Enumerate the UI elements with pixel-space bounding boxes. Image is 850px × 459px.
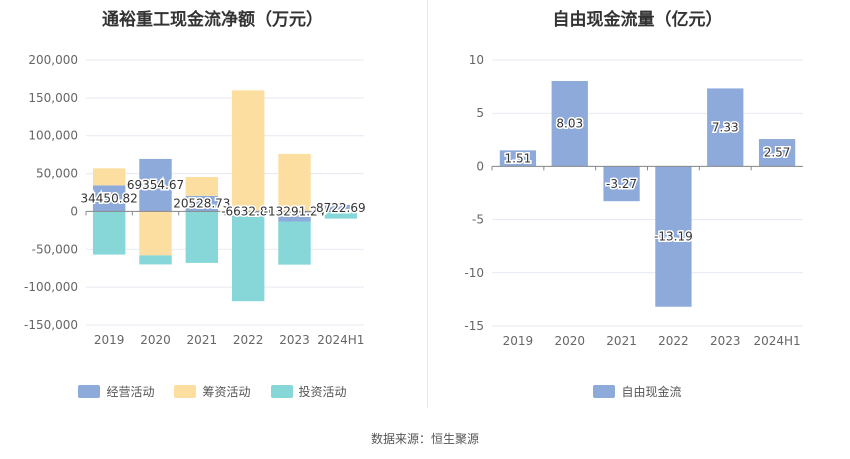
- data-label: 2.57: [764, 146, 791, 160]
- bar: [231, 90, 265, 212]
- x-tick-label: 2019: [503, 334, 534, 348]
- chart-title: 自由现金流量（亿元）: [552, 10, 723, 30]
- y-tick-label: 0: [70, 204, 78, 218]
- panel-divider: [427, 0, 428, 408]
- legend-item-investing[interactable]: 投资活动: [270, 383, 347, 400]
- bar: [499, 150, 537, 167]
- data-label: 69354.67: [127, 178, 184, 192]
- free-cash-flow-chart-panel: 自由现金流量（亿元） 10 5 0 -5 -10 -15 2019 2020 2021 2022 2…: [425, 0, 850, 415]
- bar: [707, 88, 744, 167]
- x-tick-label: 2023: [279, 333, 310, 347]
- bar: [324, 204, 358, 212]
- data-label: 20528.73: [173, 197, 230, 211]
- bar: [324, 212, 358, 219]
- cash-flow-chart-panel: 通裕重工现金流净额（万元） 200,000 150,000 100,000 50,00…: [0, 0, 425, 415]
- x-tick-label: 2022: [233, 333, 264, 347]
- y-tick-label: -10: [464, 266, 484, 280]
- legend-item-operating[interactable]: 经营活动: [78, 383, 154, 400]
- legend-item-free-cash-flow[interactable]: 自由现金流: [593, 383, 682, 400]
- legend-swatch: [270, 385, 293, 398]
- bar: [92, 168, 126, 186]
- bar: [231, 216, 265, 302]
- bar: [139, 255, 172, 265]
- chart-legend: 经营活动 筹资活动 投资活动: [0, 383, 425, 400]
- x-tick-label: 2021: [606, 334, 637, 348]
- bar: [278, 153, 311, 212]
- x-tick-label: 2022: [658, 334, 689, 348]
- data-label: -3.27: [606, 177, 637, 191]
- data-label: -13291.24: [264, 204, 326, 218]
- y-tick-label: -50,000: [32, 242, 78, 256]
- cash-flow-chart-plot: 200,000 150,000 100,000 50,000 0 -50,000 -100,…: [24, 53, 367, 347]
- x-tick-label: 2024H1: [753, 334, 800, 348]
- legend-label: 经营活动: [106, 385, 155, 399]
- data-label: -13.19: [654, 230, 693, 244]
- bar: [231, 211, 265, 217]
- y-tick-label: 100,000: [28, 129, 78, 143]
- data-label: -6632.84: [221, 204, 275, 218]
- x-tick-label: 2020: [140, 333, 171, 347]
- bar: [92, 185, 126, 212]
- bar: [603, 166, 640, 202]
- legend-label: 筹资活动: [202, 385, 251, 399]
- chart-legend: 自由现金流: [425, 383, 850, 400]
- bar: [185, 195, 219, 212]
- y-tick-label: 50,000: [36, 167, 78, 181]
- x-tick-label: 2023: [710, 334, 741, 348]
- x-tick-label: 2019: [94, 333, 125, 347]
- bar: [278, 221, 311, 265]
- chart-title: 通裕重工现金流净额（万元）: [102, 10, 323, 30]
- bar: [185, 176, 219, 196]
- y-tick-label: -150,000: [24, 318, 78, 332]
- bar: [139, 158, 172, 212]
- bar: [758, 139, 796, 167]
- x-tick-label: 2020: [554, 334, 585, 348]
- data-source: 数据来源：恒生聚源: [370, 432, 479, 446]
- legend-swatch: [593, 385, 616, 398]
- y-tick-label: -15: [464, 319, 484, 333]
- data-label: 8.03: [556, 117, 583, 131]
- y-tick-label: -100,000: [24, 280, 78, 294]
- y-tick-label: 10: [469, 53, 484, 67]
- x-tick-label: 2024H1: [317, 333, 364, 347]
- data-label: 7.33: [712, 120, 739, 134]
- bar: [185, 211, 219, 263]
- data-label: 1.51: [505, 151, 532, 165]
- y-tick-label: 0: [476, 159, 484, 173]
- legend-label: 投资活动: [298, 385, 347, 399]
- y-tick-label: -5: [472, 213, 484, 227]
- legend-swatch: [78, 385, 101, 398]
- bar: [139, 211, 172, 256]
- bar: [655, 166, 692, 307]
- legend-swatch: [174, 385, 197, 398]
- y-tick-label: 150,000: [28, 91, 78, 105]
- free-cash-flow-chart-plot: 10 5 0 -5 -10 -15 2019 2020 2021 2022 2023 2024H1 1.…: [464, 53, 803, 348]
- bar: [278, 211, 311, 222]
- legend-label: 自由现金流: [621, 385, 682, 399]
- x-tick-label: 2021: [187, 333, 218, 347]
- data-label: 8722.69: [316, 201, 366, 215]
- y-tick-label: 200,000: [28, 53, 78, 67]
- legend-item-financing[interactable]: 筹资活动: [174, 383, 251, 400]
- bar: [551, 80, 588, 167]
- data-label: 34450.82: [81, 191, 138, 205]
- y-tick-label: 5: [476, 106, 484, 120]
- bar: [92, 211, 126, 255]
